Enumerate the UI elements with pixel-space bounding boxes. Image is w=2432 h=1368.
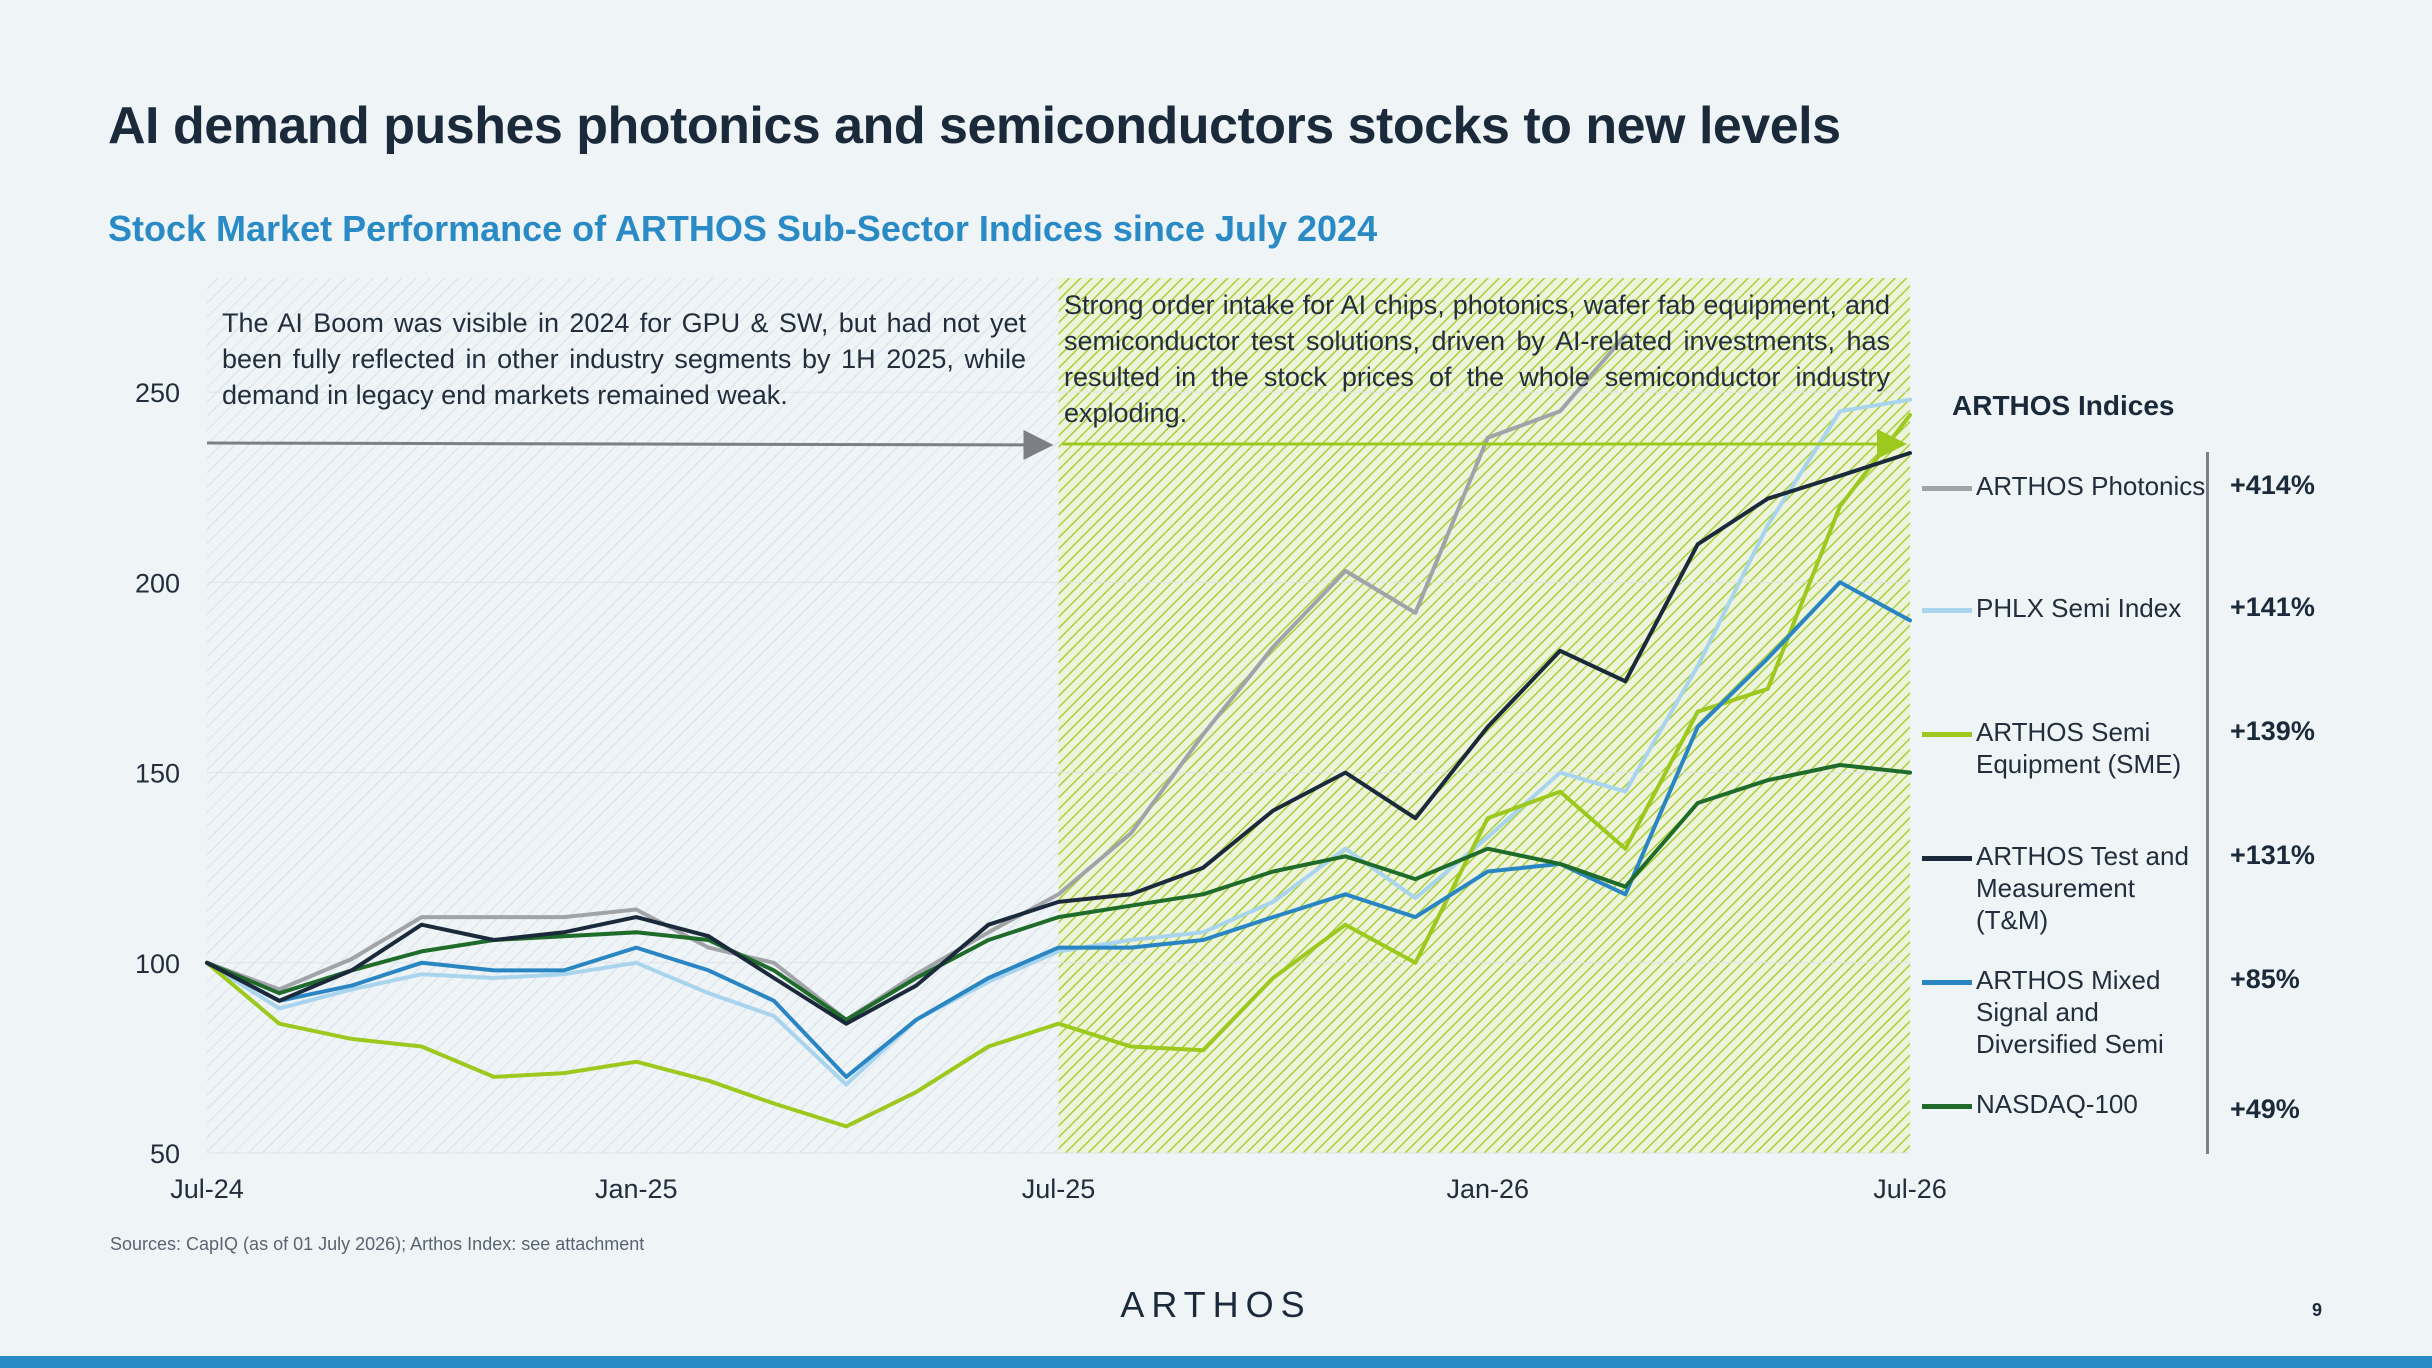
- annotation-phase-1: The AI Boom was visible in 2024 for GPU …: [222, 308, 1026, 410]
- x-tick-label: Jan-25: [595, 1174, 678, 1204]
- phase-1-arrow: [206, 429, 1054, 460]
- x-tick-label: Jul-25: [1022, 1174, 1096, 1204]
- legend-label: NASDAQ-100: [1976, 1089, 2138, 1119]
- legend-swatch: [1922, 856, 1972, 861]
- x-tick-label: Jul-26: [1873, 1174, 1947, 1204]
- legend-label: ARTHOS Mixed Signal and Diversified Semi: [1976, 965, 2164, 1059]
- slide-title: AI demand pushes photonics and semicondu…: [108, 97, 1841, 155]
- source-note: Sources: CapIQ (as of 01 July 2026); Art…: [110, 1234, 645, 1254]
- legend-title: ARTHOS Indices: [1952, 390, 2175, 421]
- y-tick-label: 100: [135, 949, 180, 979]
- annotation-phase-2: Strong order intake for AI chips, photon…: [1064, 290, 1890, 428]
- page-number: 9: [2312, 1300, 2323, 1320]
- legend-value: +49%: [2230, 1094, 2300, 1124]
- pre-period-region: [207, 278, 1059, 1153]
- x-tick-label: Jan-26: [1446, 1174, 1529, 1204]
- legend-value: +139%: [2230, 716, 2315, 746]
- legend-value: +131%: [2230, 840, 2315, 870]
- x-tick-label: Jul-24: [170, 1174, 244, 1204]
- legend-label: ARTHOS Semi Equipment (SME): [1976, 717, 2182, 779]
- legend-label: ARTHOS Test and Measurement (T&M): [1976, 841, 2189, 935]
- legend-value: +85%: [2230, 964, 2300, 994]
- legend-swatch: [1922, 1104, 1972, 1109]
- legend-swatch: [1922, 732, 1972, 737]
- legend-value: +141%: [2230, 592, 2315, 622]
- legend-label: PHLX Semi Index: [1976, 593, 2182, 623]
- legend-value: +414%: [2230, 470, 2315, 500]
- y-tick-label: 250: [135, 378, 180, 408]
- y-tick-label: 200: [135, 568, 180, 598]
- legend-swatch: [1922, 980, 1972, 985]
- legend-swatch: [1922, 608, 1972, 613]
- arthos-logo: ARTHOS: [1120, 1284, 1312, 1325]
- legend-swatch: [1922, 486, 1972, 491]
- legend-label: ARTHOS Photonics: [1976, 471, 2206, 501]
- y-tick-label: 150: [135, 759, 180, 789]
- chart-subtitle: Stock Market Performance of ARTHOS Sub-S…: [108, 208, 1378, 249]
- legend-divider: [2206, 452, 2209, 1154]
- shaded-region-ai-period: [1058, 278, 1910, 1153]
- bottom-accent-bar: [0, 1356, 2432, 1368]
- y-tick-label: 50: [150, 1139, 180, 1169]
